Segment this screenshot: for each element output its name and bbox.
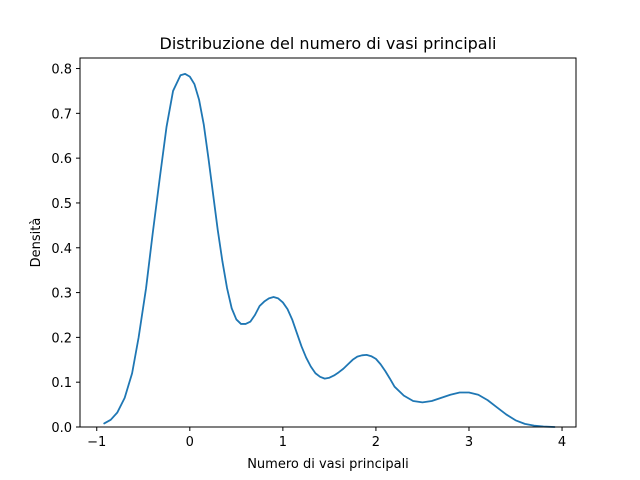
- y-tick-label: 0.4: [51, 242, 72, 257]
- x-tick-label: 0: [186, 435, 194, 450]
- chart-title: Distribuzione del numero di vasi princip…: [160, 34, 497, 53]
- x-axis-ticks: −1 0 1 2 3 4: [87, 427, 566, 450]
- x-tick-label: −1: [87, 435, 106, 450]
- y-tick-label: 0.7: [51, 107, 72, 122]
- y-axis-ticks: 0.0 0.1 0.2 0.3 0.4 0.5 0.6 0.7 0.8: [51, 63, 80, 436]
- x-tick-label: 4: [558, 435, 566, 450]
- density-line: [103, 73, 556, 428]
- x-tick-label: 2: [372, 435, 380, 450]
- y-tick-label: 0.2: [51, 331, 72, 346]
- y-axis-label: Densità: [29, 218, 44, 268]
- x-tick-label: 3: [465, 435, 473, 450]
- plot-frame: [79, 57, 577, 428]
- y-tick-label: 0.1: [51, 376, 72, 391]
- y-tick-label: 0.3: [51, 287, 72, 302]
- x-axis-label: Numero di vasi principali: [247, 457, 409, 472]
- x-tick-label: 1: [279, 435, 287, 450]
- y-tick-label: 0.5: [51, 197, 72, 212]
- y-tick-label: 0.8: [51, 63, 72, 78]
- y-tick-label: 0.6: [51, 152, 72, 167]
- y-tick-label: 0.0: [51, 421, 72, 436]
